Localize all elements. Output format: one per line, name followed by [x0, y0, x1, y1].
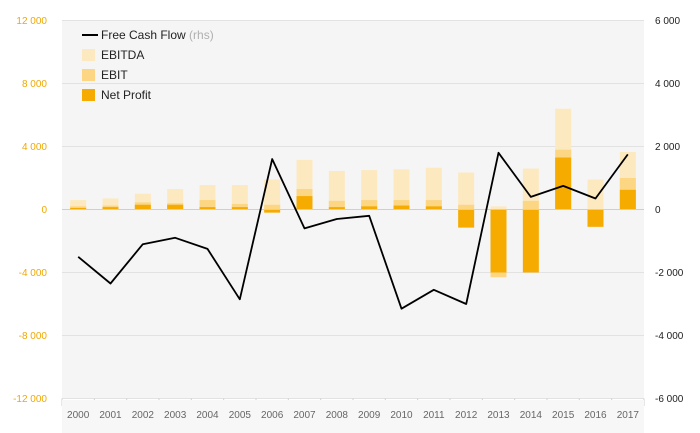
bar-ebit-2006	[264, 204, 281, 210]
x-axis-tick-label: 2010	[390, 410, 413, 421]
x-axis-tick-label: 2014	[520, 410, 543, 421]
bar-net-profit-2015	[555, 157, 572, 210]
legend-swatch-ebit	[82, 69, 95, 81]
bar-ebitda-2009	[361, 170, 378, 210]
right-axis-tick-label: -2 000	[655, 268, 684, 279]
left-axis-tick-label: 0	[41, 205, 47, 216]
x-axis-tick-label: 2006	[261, 410, 284, 421]
left-axis-tick-label: 12 000	[16, 16, 47, 27]
bar-ebitda-2008	[328, 170, 345, 210]
left-axis-tick-label: -8 000	[19, 331, 48, 342]
bar-ebit-2010	[393, 200, 410, 210]
line-free-cash-flow	[77, 151, 629, 310]
x-axis-tick-label: 2016	[584, 410, 607, 421]
x-axis-tick-label: 2003	[164, 410, 187, 421]
bar-net-profit-2014	[522, 209, 539, 273]
left-axis-tick-label: -12 000	[13, 394, 47, 405]
legend-label-net-profit: Net Profit	[101, 88, 152, 102]
legend-label-ebitda: EBITDA	[101, 48, 144, 62]
x-axis-tick-label: 2011	[423, 410, 445, 421]
x-axis-tick-label: 2005	[229, 410, 252, 421]
bar-ebitda-2006	[264, 179, 281, 210]
x-axis-tick-label: 2008	[326, 410, 349, 421]
bar-net-profit-2017	[619, 189, 636, 210]
x-axis-tick-label: 2012	[455, 410, 478, 421]
bar-net-profit-2009	[361, 206, 378, 210]
bar-net-profit-2008	[328, 207, 345, 210]
right-axis-tick-label: -4 000	[655, 331, 684, 342]
x-axis-tick-label: 2017	[617, 410, 640, 421]
legend-label-free-cash-flow-name: Free Cash Flow	[101, 28, 186, 42]
bar-ebit-2004	[199, 200, 216, 210]
bar-ebitda-2014	[522, 168, 539, 210]
right-axis-tick-label: 2 000	[655, 142, 680, 153]
bar-ebitda-2012	[458, 172, 475, 210]
bar-ebit-2012	[458, 204, 475, 210]
bar-ebitda-2011	[425, 167, 442, 210]
legend: Free Cash Flow (rhs) EBITDA EBIT Net Pro…	[82, 28, 214, 102]
bar-net-profit-2002	[134, 204, 151, 210]
right-axis-tick-label: 6 000	[655, 16, 680, 27]
bar-net-profit-2013	[490, 209, 507, 273]
x-axis-tick-label: 2000	[67, 410, 90, 421]
bar-ebitda-2005	[231, 185, 248, 210]
right-axis-tick-label: 0	[655, 205, 661, 216]
bar-series	[70, 108, 636, 278]
bar-ebit-2011	[425, 200, 442, 210]
bar-net-profit-2001	[102, 207, 119, 210]
bar-net-profit-2003	[167, 204, 184, 210]
legend-label-ebit: EBIT	[101, 68, 128, 82]
bar-ebit-2005	[231, 203, 248, 210]
x-axis-tick-label: 2002	[132, 410, 155, 421]
bar-net-profit-2006	[264, 209, 281, 213]
free-cash-flow-line	[77, 151, 629, 310]
x-axis-tick-label: 2015	[552, 410, 575, 421]
bar-ebitda-2001	[102, 198, 119, 210]
bar-ebitda-2000	[70, 200, 87, 210]
bar-net-profit-2005	[231, 207, 248, 210]
left-axis-ticks: 12 000 8 000 4 000 0 -4 000 -8 000 -12 000	[13, 16, 47, 405]
left-axis-tick-label: 8 000	[22, 79, 47, 90]
bar-net-profit-2012	[458, 209, 475, 228]
bar-net-profit-2007	[296, 196, 313, 210]
bar-ebitda-2010	[393, 169, 410, 210]
x-axis-tick-label: 2013	[487, 410, 510, 421]
legend-label-free-cash-flow-note: (rhs)	[189, 28, 214, 42]
legend-label-free-cash-flow: Free Cash Flow (rhs)	[101, 28, 214, 42]
right-axis-ticks: 6 000 4 000 2 000 0 -2 000 -4 000 -6 000	[655, 16, 684, 405]
right-axis-tick-label: -6 000	[655, 394, 684, 405]
bar-net-profit-2016	[587, 209, 604, 227]
x-axis-tick-label: 2009	[358, 410, 381, 421]
left-axis-tick-label: -4 000	[19, 268, 48, 279]
x-axis-ticks: 2000 2001 2002 2003 2004 2005 2006 2007 2008 2009…	[67, 410, 639, 421]
legend-swatch-ebitda	[82, 49, 95, 61]
left-axis-tick-label: 4 000	[22, 142, 47, 153]
bar-net-profit-2010	[393, 205, 410, 210]
x-axis-tick-label: 2007	[293, 410, 316, 421]
bar-ebit-2008	[328, 200, 345, 210]
bar-ebit-2014	[522, 200, 539, 210]
x-axis-tick-label: 2001	[99, 410, 122, 421]
bar-net-profit-2004	[199, 207, 216, 210]
bar-ebit-2009	[361, 200, 378, 210]
legend-swatch-net-profit	[82, 89, 95, 101]
x-axis-tick-label: 2004	[196, 410, 219, 421]
bar-net-profit-2011	[425, 206, 442, 210]
x-axis-band	[62, 400, 644, 433]
bar-ebitda-2016	[587, 179, 604, 210]
bar-net-profit-2000	[70, 207, 87, 210]
right-axis-tick-label: 4 000	[655, 79, 680, 90]
bar-ebitda-2013	[490, 206, 507, 210]
